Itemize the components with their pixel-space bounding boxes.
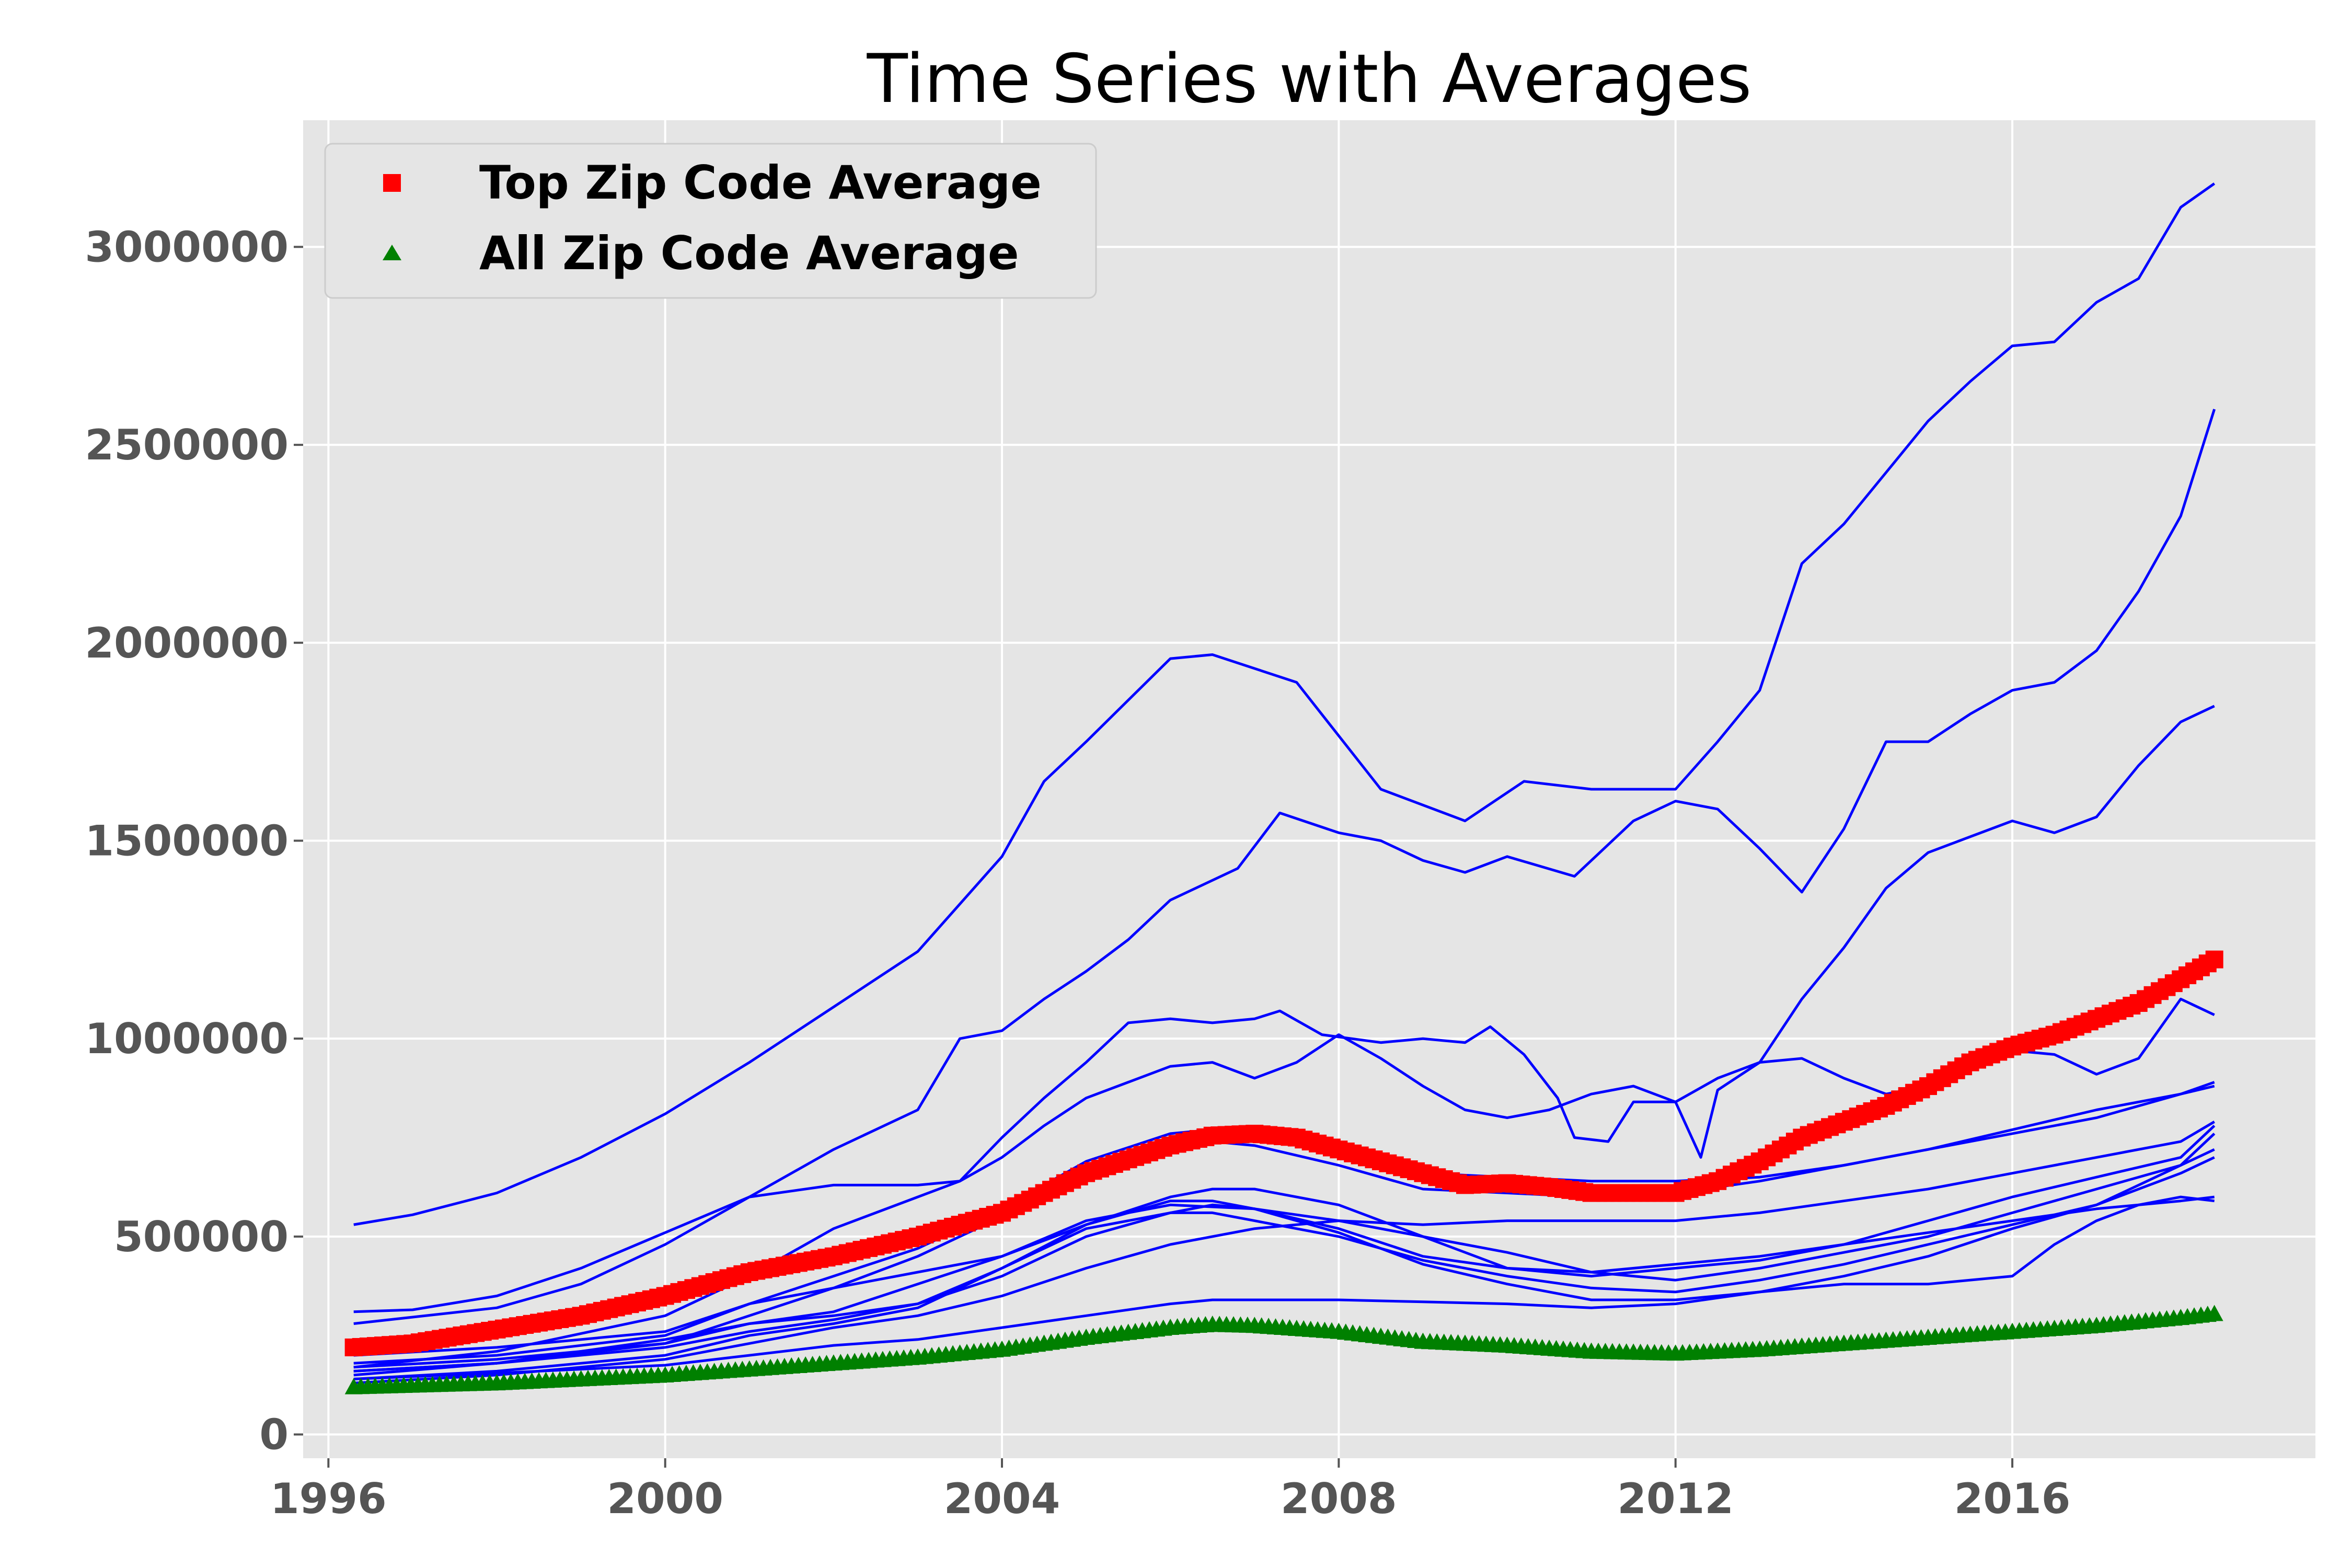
zip-code-series-line — [353, 182, 2216, 1226]
x-tick-label: 2012 — [1617, 1474, 1734, 1523]
y-tick-label: 2500000 — [85, 421, 289, 469]
y-tick-label: 2000000 — [85, 619, 289, 667]
grid — [303, 120, 2315, 1458]
series-layer — [344, 182, 2223, 1394]
top-average-point — [2205, 950, 2223, 969]
chart-title: Time Series with Averages — [867, 40, 1752, 118]
x-axis-ticks: 1996 2000 2004 2008 2012 2016 — [270, 1458, 2070, 1523]
x-tick-label: 1996 — [270, 1474, 387, 1523]
y-tick-label: 1000000 — [85, 1014, 289, 1063]
legend-top-average-marker — [383, 174, 401, 192]
all-average-point — [2205, 1305, 2223, 1321]
zip-code-series-line — [353, 1133, 2216, 1380]
zip-code-series-line — [353, 409, 2216, 1313]
zip-code-series-line — [353, 1195, 2215, 1377]
zip-code-series-line — [353, 1085, 2215, 1373]
y-tick-label: 1500000 — [85, 816, 289, 865]
legend: Top Zip Code Average All Zip Code Averag… — [324, 143, 1097, 299]
legend-top-average-label: Top Zip Code Average — [479, 156, 1042, 210]
legend-all-average-label: All Zip Code Average — [479, 226, 1019, 280]
zip-code-series-line — [353, 705, 2215, 1325]
zip-code-series-line — [353, 1148, 2215, 1369]
x-tick-label: 2000 — [607, 1474, 723, 1523]
x-tick-label: 2008 — [1281, 1474, 1397, 1523]
zip-code-series-line — [353, 1121, 2215, 1385]
y-tick-label: 500000 — [114, 1213, 289, 1261]
x-tick-label: 2004 — [944, 1474, 1060, 1523]
legend-all-average-marker — [383, 245, 401, 260]
y-tick-label: 0 — [259, 1411, 289, 1459]
plot-area — [303, 120, 2315, 1458]
y-tick-label: 3000000 — [85, 223, 289, 271]
y-axis-ticks: 0 500000 1000000 1500000 2000000 2500000 30000… — [85, 223, 303, 1459]
legend-box — [324, 143, 1097, 299]
zip-code-series-line — [353, 1156, 2215, 1380]
x-tick-label: 2016 — [1954, 1474, 2071, 1523]
zip-code-series-line — [353, 1124, 2216, 1373]
